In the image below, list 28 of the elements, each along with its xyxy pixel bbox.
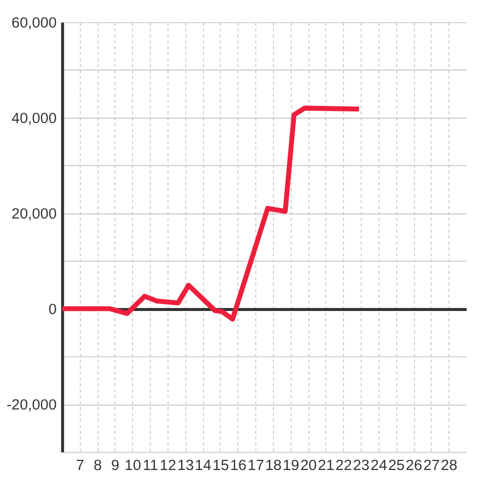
- x-tick-label: 13: [177, 458, 194, 474]
- x-tick-label: 28: [440, 458, 458, 474]
- y-tick-label: -20,000: [6, 398, 57, 414]
- x-tick-label: 12: [160, 458, 176, 474]
- x-tick-label: 9: [111, 458, 120, 474]
- x-tick-label: 21: [318, 458, 334, 474]
- x-tick-label: 18: [265, 458, 282, 474]
- x-tick-label: 14: [194, 458, 212, 474]
- x-tick-label: 7: [76, 458, 84, 474]
- y-tick-label: 60,000: [12, 16, 57, 32]
- x-tick-label: 10: [124, 458, 142, 474]
- x-tick-label: 15: [212, 458, 229, 474]
- x-tick-label: 23: [353, 458, 370, 474]
- x-tick-label: 16: [230, 458, 247, 474]
- x-tick-label: 11: [142, 458, 158, 474]
- x-tick-label: 24: [370, 458, 388, 474]
- x-tick-label: 8: [94, 458, 102, 474]
- x-tick-label: 19: [282, 458, 300, 474]
- y-tick-label: 0: [48, 302, 57, 318]
- y-tick-label: 20,000: [12, 206, 57, 223]
- x-tick-label: 22: [335, 458, 352, 474]
- x-tick-label: 20: [300, 458, 317, 474]
- x-tick-label: 26: [406, 458, 422, 474]
- x-tick-label: 25: [388, 458, 405, 474]
- x-tick-label: 17: [248, 458, 264, 474]
- line-series: [62, 106, 362, 322]
- y-tick-label: 40,000: [12, 111, 57, 128]
- x-tick-label: 27: [423, 458, 440, 474]
